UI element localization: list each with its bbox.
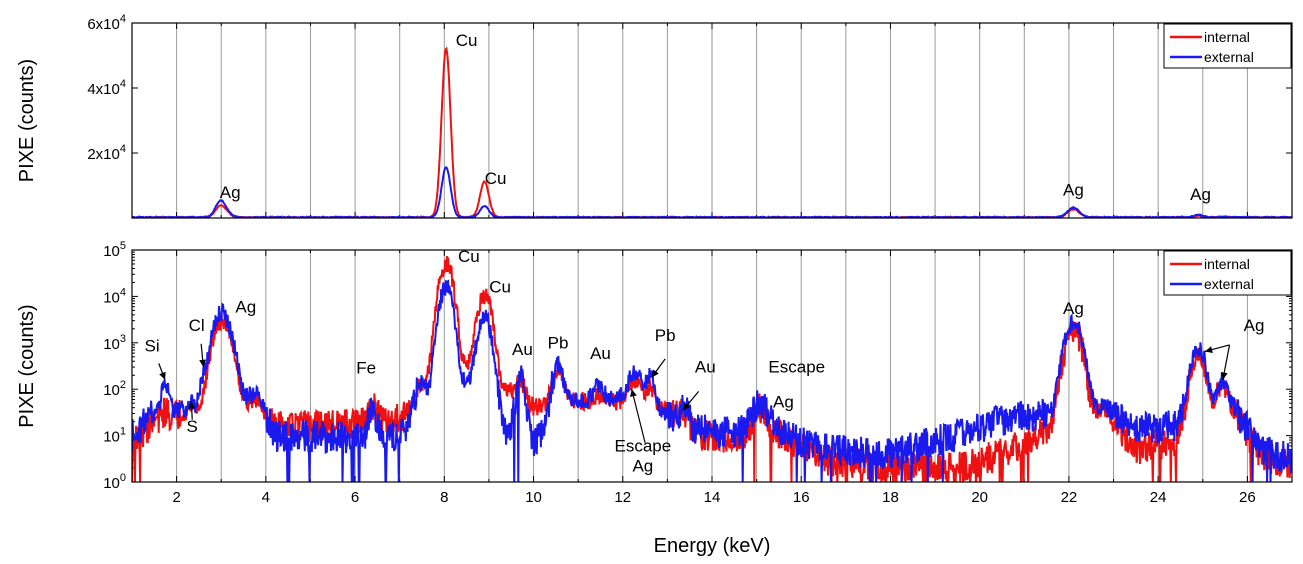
series-internal xyxy=(132,256,1292,482)
legend-label-external: external xyxy=(1204,276,1254,292)
peak-label: Ag xyxy=(1190,185,1211,204)
peak-label: Pb xyxy=(548,334,569,353)
peak-label: Ag xyxy=(220,183,241,202)
annotation-arrowhead xyxy=(630,389,637,398)
annotation-arrowhead xyxy=(1220,371,1228,380)
peak-label: Cu xyxy=(458,247,480,266)
peak-label: Ag xyxy=(235,297,256,316)
legend: internal external xyxy=(1163,250,1292,296)
legend-box xyxy=(1163,250,1292,296)
x-tick-label: 20 xyxy=(971,489,988,506)
top-panel-linear: 2x104 4x104 6x104 PIXE (counts) internal exte… xyxy=(16,13,1293,219)
peak-label: Ag xyxy=(1063,299,1084,318)
x-tick-label: 22 xyxy=(1061,489,1078,506)
y-tick-label: 105 xyxy=(103,240,126,260)
plot-frame xyxy=(131,22,1293,219)
legend-box xyxy=(1163,23,1292,69)
annotation-arrowhead xyxy=(199,359,207,368)
x-tick-label: 10 xyxy=(525,489,542,506)
peak-label: Cu xyxy=(456,31,478,50)
peak-label: Escape xyxy=(614,437,671,456)
peak-label: Au xyxy=(590,344,611,363)
peak-label: Escape xyxy=(768,357,825,376)
legend-label-external: external xyxy=(1204,49,1254,65)
x-tick-label: 14 xyxy=(704,489,721,506)
annotation-arrowhead xyxy=(1205,346,1213,353)
x-tick-label: 2 xyxy=(172,489,180,506)
x-tick-label: 24 xyxy=(1150,489,1167,506)
x-tick-label: 4 xyxy=(262,489,270,506)
x-tick-label: 8 xyxy=(440,489,448,506)
legend-label-internal: internal xyxy=(1204,256,1250,272)
peak-label: Ag xyxy=(632,456,653,475)
x-tick-label: 6 xyxy=(351,489,359,506)
peak-label: Au xyxy=(512,340,533,359)
peak-label: S xyxy=(187,417,198,436)
peak-label: Au xyxy=(695,357,716,376)
series-external xyxy=(132,279,1292,482)
peak-label: Cl xyxy=(189,316,205,335)
legend-label-internal: internal xyxy=(1204,29,1250,45)
x-tick-label: 18 xyxy=(882,489,899,506)
x-tick-label: 16 xyxy=(793,489,810,506)
y-tick-label: 2x104 xyxy=(87,143,126,163)
y-tick-label: 100 xyxy=(103,472,126,492)
peak-label: Cu xyxy=(489,278,511,297)
x-tick-label: 12 xyxy=(614,489,631,506)
y-axis-label: PIXE (counts) xyxy=(16,304,38,427)
y-axis-label: PIXE (counts) xyxy=(16,59,38,182)
annotation-arrowhead xyxy=(651,369,659,378)
peak-label: Fe xyxy=(356,358,376,377)
y-tick-label: 6x104 xyxy=(87,13,126,33)
annotation-arrowhead xyxy=(188,401,196,409)
y-tick-label: 4x104 xyxy=(87,78,126,98)
peak-label: Si xyxy=(145,336,160,355)
bottom-panel-log: 2 4 6 8 10 12 14 16 18 20 22 24 26100101102103104105… xyxy=(16,240,1293,506)
peak-label: Ag xyxy=(1244,316,1265,335)
annotation-arrowhead xyxy=(159,371,166,380)
legend: internal external xyxy=(1163,23,1292,69)
y-tick-label: 104 xyxy=(103,286,126,306)
peak-label: Ag xyxy=(1063,180,1084,199)
peak-label: Pb xyxy=(655,326,676,345)
y-tick-label: 101 xyxy=(103,426,126,446)
peak-label: Cu xyxy=(485,169,507,188)
y-tick-label: 103 xyxy=(103,333,126,353)
plot-frame xyxy=(131,249,1293,483)
y-tick-label: 102 xyxy=(103,379,126,399)
x-axis-label: Energy (keV) xyxy=(654,535,771,557)
x-tick-label: 26 xyxy=(1239,489,1256,506)
annotation-arrow xyxy=(631,389,646,443)
peak-label: Ag xyxy=(773,393,794,412)
annotation-arrowhead xyxy=(683,402,691,411)
